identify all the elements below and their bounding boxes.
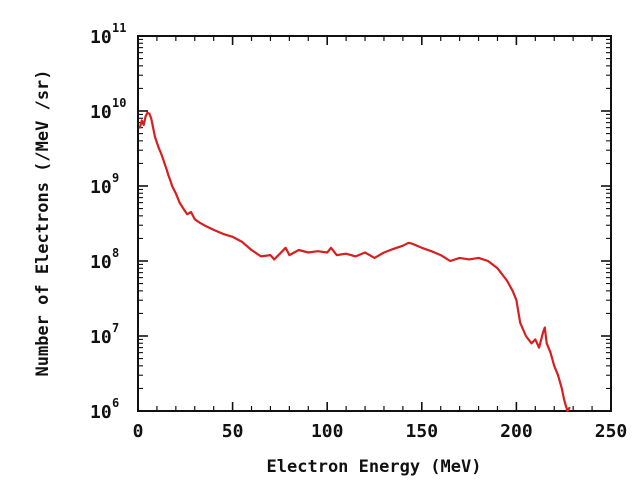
y-tick-label: 10 6 [90,396,119,423]
x-tick-label: 50 [222,421,244,442]
y-tick-base: 10 [90,327,112,348]
y-tick-exponent: 6 [112,396,119,410]
y-tick-exponent: 11 [112,21,126,35]
y-tick-label: 10 11 [90,21,126,48]
y-tick-label: 10 7 [90,321,119,348]
y-tick-exponent: 7 [112,321,119,335]
x-tick-label: 150 [406,421,439,442]
x-tick-label: 0 [133,421,144,442]
y-tick-exponent: 9 [112,171,119,185]
y-tick-base: 10 [90,177,112,198]
y-tick-exponent: 8 [112,246,119,260]
series-line-0 [138,111,571,413]
y-tick-base: 10 [90,102,112,123]
x-tick-label: 200 [500,421,533,442]
x-tick-label: 100 [311,421,344,442]
y-tick-base: 10 [90,402,112,423]
y-tick-label: 10 10 [90,96,126,123]
y-tick-label: 10 9 [90,171,119,198]
y-tick-label: 10 8 [90,246,119,273]
plot-frame [137,35,612,412]
x-tick-label: 250 [595,421,628,442]
y-axis-title: Number of Electrons (/MeV /sr) [33,69,53,376]
y-tick-exponent: 10 [112,96,126,110]
ticks-layer [137,35,612,412]
y-tick-base: 10 [90,252,112,273]
x-axis-title: Electron Energy (MeV) [267,457,482,477]
y-tick-base: 10 [90,27,112,48]
